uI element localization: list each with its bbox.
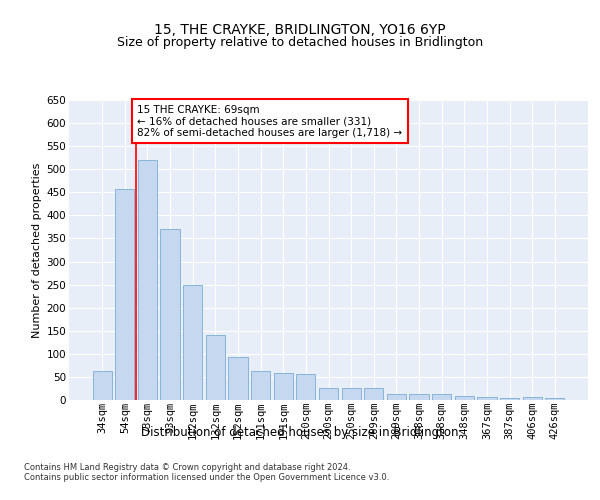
Bar [409, 394, 428, 400]
Bar [319, 388, 338, 400]
Bar [523, 397, 542, 400]
Bar [432, 394, 451, 400]
Y-axis label: Number of detached properties: Number of detached properties [32, 162, 43, 338]
Bar [115, 189, 134, 400]
Bar [160, 229, 180, 400]
Bar [500, 398, 519, 400]
Text: 15 THE CRAYKE: 69sqm
← 16% of detached houses are smaller (331)
82% of semi-deta: 15 THE CRAYKE: 69sqm ← 16% of detached h… [137, 104, 403, 138]
Bar [138, 160, 157, 400]
Bar [206, 335, 225, 400]
Bar [545, 398, 565, 400]
Bar [251, 371, 270, 400]
Text: 15, THE CRAYKE, BRIDLINGTON, YO16 6YP: 15, THE CRAYKE, BRIDLINGTON, YO16 6YP [154, 22, 446, 36]
Bar [341, 388, 361, 400]
Text: Contains HM Land Registry data © Crown copyright and database right 2024.
Contai: Contains HM Land Registry data © Crown c… [24, 463, 389, 482]
Bar [455, 396, 474, 400]
Bar [183, 285, 202, 400]
Text: Size of property relative to detached houses in Bridlington: Size of property relative to detached ho… [117, 36, 483, 49]
Bar [229, 356, 248, 400]
Bar [364, 388, 383, 400]
Bar [477, 397, 497, 400]
Bar [274, 373, 293, 400]
Bar [387, 394, 406, 400]
Bar [92, 371, 112, 400]
Text: Distribution of detached houses by size in Bridlington: Distribution of detached houses by size … [141, 426, 459, 439]
Bar [296, 374, 316, 400]
